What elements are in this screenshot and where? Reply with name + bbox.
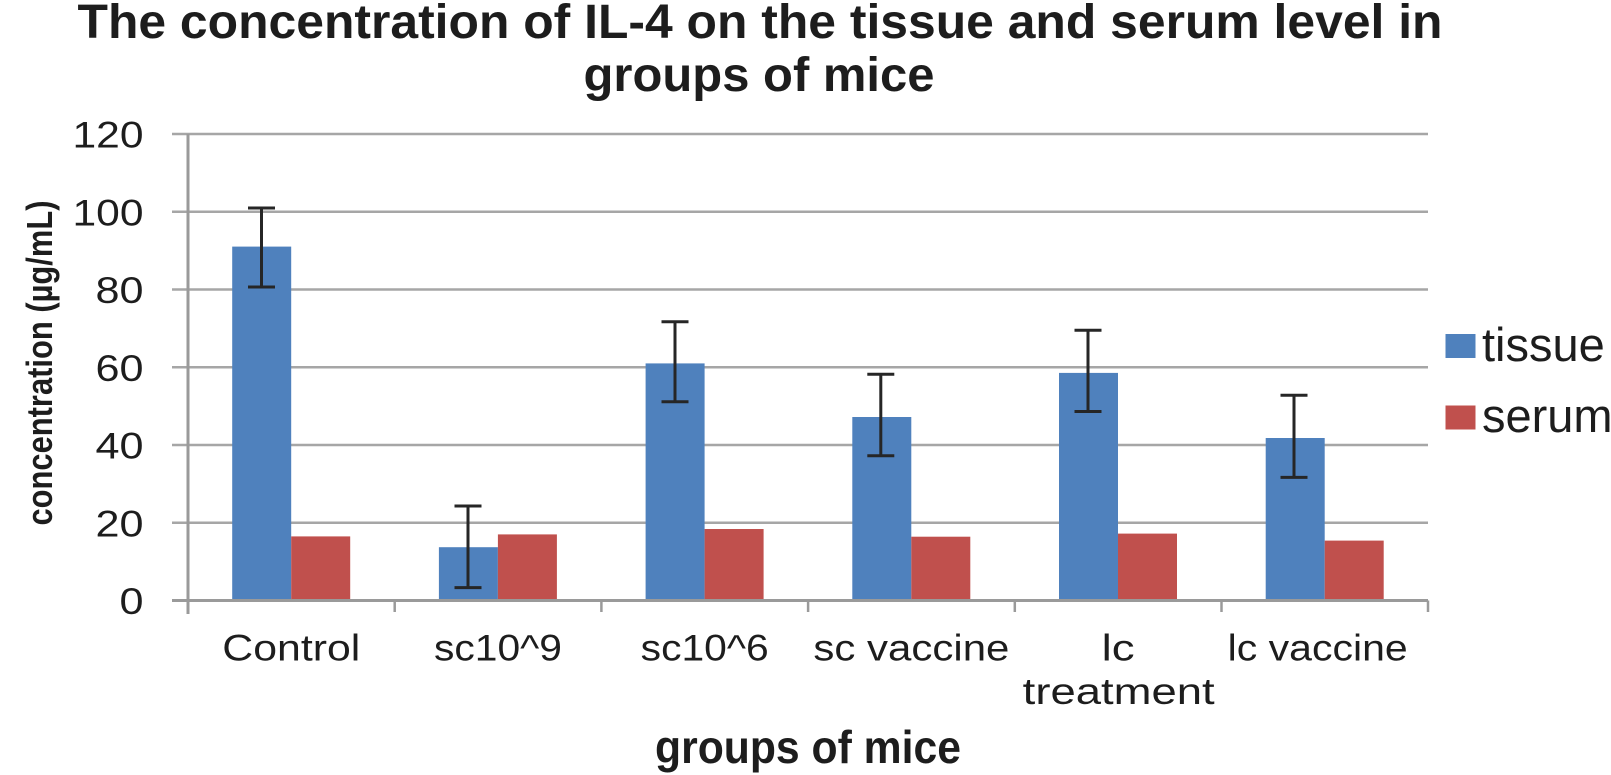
svg-text:sc10^9: sc10^9 [434, 628, 562, 669]
svg-text:tissue: tissue [1482, 318, 1605, 371]
svg-text:groups of mice: groups of mice [655, 721, 961, 773]
svg-text:Control: Control [222, 628, 360, 669]
svg-text:sc10^6: sc10^6 [641, 628, 769, 669]
svg-text:60: 60 [96, 348, 144, 389]
svg-text:groups of mice: groups of mice [584, 49, 935, 102]
svg-text:The concentration of IL-4 on t: The concentration of IL-4 on the tissue … [78, 0, 1443, 49]
svg-text:0: 0 [120, 581, 144, 622]
svg-text:120: 120 [73, 115, 144, 156]
svg-text:100: 100 [73, 192, 144, 233]
svg-text:20: 20 [96, 503, 144, 544]
svg-text:80: 80 [96, 270, 144, 311]
svg-text:40: 40 [96, 426, 144, 467]
svg-text:sc vaccine: sc vaccine [813, 628, 1009, 669]
svg-text:treatment: treatment [1023, 671, 1216, 712]
svg-text:concentration (µg/mL): concentration (µg/mL) [19, 201, 60, 526]
svg-text:serum: serum [1482, 389, 1611, 442]
svg-text:lc vaccine: lc vaccine [1228, 628, 1408, 669]
svg-text:lc: lc [1102, 628, 1135, 669]
